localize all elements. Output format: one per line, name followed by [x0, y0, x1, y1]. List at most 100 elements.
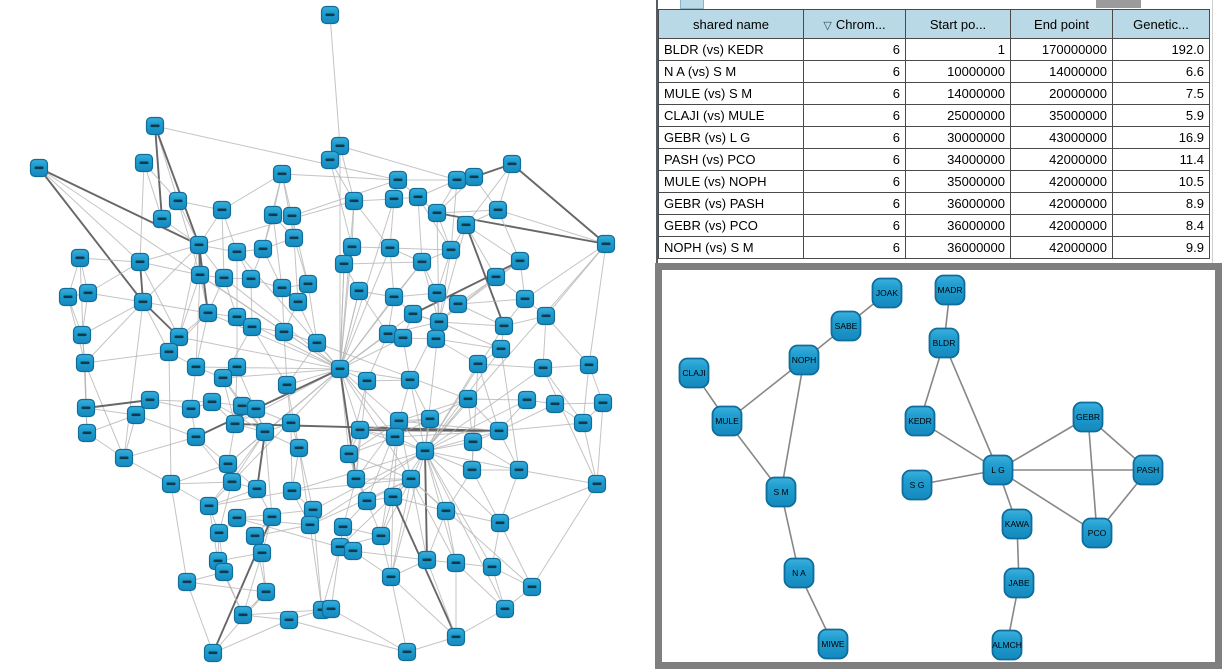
- network-node-claji[interactable]: CLAJI: [678, 357, 710, 389]
- network-node-noph[interactable]: NOPH: [788, 344, 820, 376]
- table-cell[interactable]: 42000000: [1010, 170, 1113, 193]
- network-node[interactable]: [202, 392, 222, 412]
- network-node[interactable]: [213, 368, 233, 388]
- network-node[interactable]: [393, 328, 413, 348]
- table-cell[interactable]: 9.9: [1112, 236, 1210, 259]
- network-node[interactable]: [447, 170, 467, 190]
- table-cell[interactable]: 43000000: [1010, 126, 1113, 149]
- table-cell[interactable]: 6: [803, 192, 906, 215]
- network-node[interactable]: [134, 153, 154, 173]
- network-node[interactable]: [70, 248, 90, 268]
- network-node[interactable]: [339, 444, 359, 464]
- network-node[interactable]: [342, 237, 362, 257]
- network-node-pash[interactable]: PASH: [1132, 454, 1164, 486]
- network-node[interactable]: [145, 116, 165, 136]
- network-node[interactable]: [587, 474, 607, 494]
- network-node[interactable]: [168, 191, 188, 211]
- table-cell[interactable]: 42000000: [1010, 192, 1113, 215]
- table-cell[interactable]: 35000000: [1010, 104, 1113, 127]
- network-node[interactable]: [468, 354, 488, 374]
- network-node[interactable]: [380, 238, 400, 258]
- table-cell[interactable]: 6: [803, 148, 906, 171]
- table-cell[interactable]: 20000000: [1010, 82, 1113, 105]
- network-node[interactable]: [448, 294, 468, 314]
- network-node[interactable]: [189, 235, 209, 255]
- network-node[interactable]: [227, 508, 247, 528]
- network-node[interactable]: [198, 303, 218, 323]
- table-cell[interactable]: 10.5: [1112, 170, 1210, 193]
- table-cell[interactable]: 14000000: [905, 82, 1011, 105]
- network-node[interactable]: [533, 358, 553, 378]
- network-node[interactable]: [495, 599, 515, 619]
- network-node[interactable]: [130, 252, 150, 272]
- network-node-s-m[interactable]: S M: [765, 476, 797, 508]
- network-node[interactable]: [446, 627, 466, 647]
- network-node[interactable]: [282, 206, 302, 226]
- network-node[interactable]: [502, 154, 522, 174]
- network-node[interactable]: [307, 333, 327, 353]
- table-cell[interactable]: GEBR (vs) PCO: [658, 214, 804, 237]
- table-row[interactable]: GEBR (vs) PASH 6 36000000 42000000 8.9: [658, 192, 1210, 215]
- network-node[interactable]: [385, 427, 405, 447]
- network-node[interactable]: [488, 200, 508, 220]
- table-cell[interactable]: 6: [803, 236, 906, 259]
- table-cell[interactable]: 42000000: [1010, 236, 1113, 259]
- network-node[interactable]: [427, 203, 447, 223]
- network-node[interactable]: [357, 491, 377, 511]
- network-node-pco[interactable]: PCO: [1081, 517, 1113, 549]
- table-cell[interactable]: 1: [905, 38, 1011, 61]
- network-node[interactable]: [159, 342, 179, 362]
- table-cell[interactable]: 6.6: [1112, 60, 1210, 83]
- network-node[interactable]: [593, 393, 613, 413]
- network-node[interactable]: [417, 550, 437, 570]
- network-node[interactable]: [214, 562, 234, 582]
- network-node[interactable]: [284, 228, 304, 248]
- table-cell[interactable]: 6: [803, 170, 906, 193]
- network-node[interactable]: [384, 189, 404, 209]
- network-node[interactable]: [77, 423, 97, 443]
- network-node[interactable]: [397, 642, 417, 662]
- table-cell[interactable]: 170000000: [1010, 38, 1113, 61]
- table-panel-grip[interactable]: [1096, 0, 1141, 8]
- table-cell[interactable]: 36000000: [905, 192, 1011, 215]
- table-cell[interactable]: 10000000: [905, 60, 1011, 83]
- network-node[interactable]: [58, 287, 78, 307]
- table-cell[interactable]: 8.9: [1112, 192, 1210, 215]
- network-node-joak[interactable]: JOAK: [871, 277, 903, 309]
- table-row[interactable]: NOPH (vs) S M 6 36000000 42000000 9.9: [658, 236, 1210, 259]
- network-node[interactable]: [371, 526, 391, 546]
- network-node[interactable]: [289, 438, 309, 458]
- table-cell[interactable]: MULE (vs) NOPH: [658, 170, 804, 193]
- network-node[interactable]: [114, 448, 134, 468]
- table-row[interactable]: MULE (vs) S M 6 14000000 20000000 7.5: [658, 82, 1210, 105]
- network-node-s-g[interactable]: S G: [901, 469, 933, 501]
- network-node-miwe[interactable]: MIWE: [817, 628, 849, 660]
- network-node[interactable]: [190, 265, 210, 285]
- network-node[interactable]: [246, 399, 266, 419]
- network-node[interactable]: [350, 420, 370, 440]
- network-node[interactable]: [140, 390, 160, 410]
- network-node[interactable]: [300, 515, 320, 535]
- network-node[interactable]: [186, 427, 206, 447]
- network-node[interactable]: [486, 267, 506, 287]
- network-node-kedr[interactable]: KEDR: [904, 405, 936, 437]
- table-row[interactable]: GEBR (vs) PCO 6 36000000 42000000 8.4: [658, 214, 1210, 237]
- network-node[interactable]: [126, 405, 146, 425]
- network-node[interactable]: [152, 209, 172, 229]
- network-node[interactable]: [281, 413, 301, 433]
- table-cell[interactable]: 35000000: [905, 170, 1011, 193]
- network-node[interactable]: [161, 474, 181, 494]
- network-node[interactable]: [436, 501, 456, 521]
- network-node[interactable]: [383, 487, 403, 507]
- network-node[interactable]: [78, 283, 98, 303]
- network-node[interactable]: [463, 432, 483, 452]
- network-node[interactable]: [169, 327, 189, 347]
- network-node[interactable]: [389, 411, 409, 431]
- network-node[interactable]: [75, 353, 95, 373]
- table-cell[interactable]: 6: [803, 38, 906, 61]
- network-node[interactable]: [320, 5, 340, 25]
- table-cell[interactable]: 42000000: [1010, 214, 1113, 237]
- network-node[interactable]: [288, 292, 308, 312]
- network-node[interactable]: [415, 441, 435, 461]
- network-node[interactable]: [214, 268, 234, 288]
